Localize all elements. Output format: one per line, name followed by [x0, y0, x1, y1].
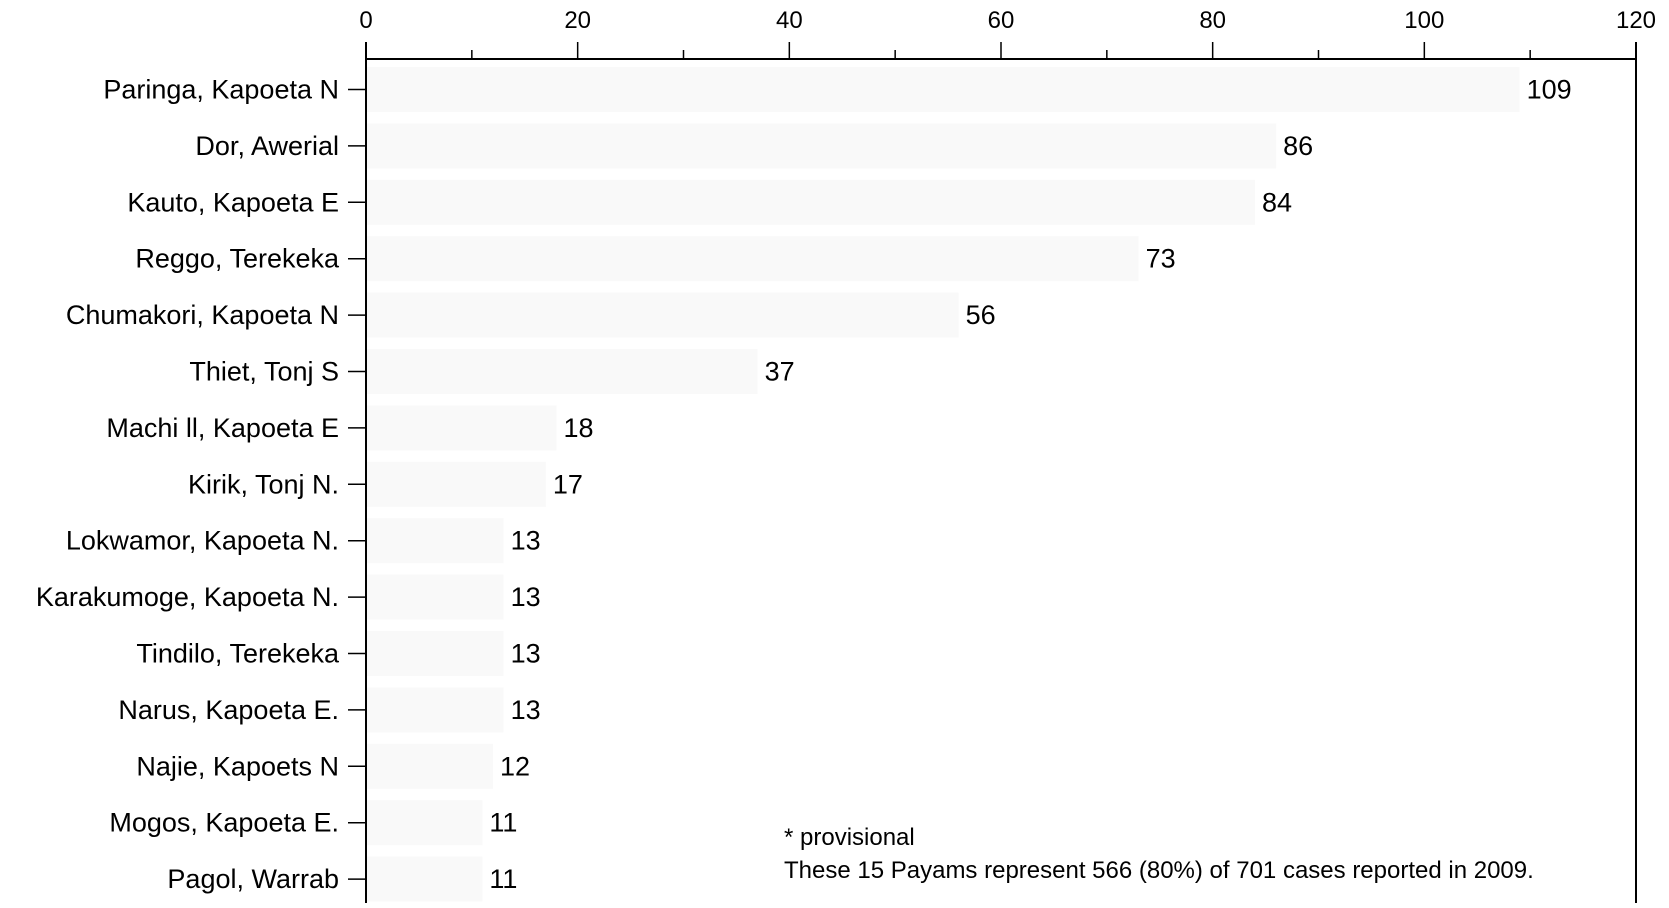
value-label: 11 [489, 808, 517, 838]
bar [366, 574, 504, 620]
bar [366, 743, 493, 789]
bar [366, 856, 483, 902]
category-label: Kirik, Tonj N. [188, 469, 339, 499]
bar [366, 631, 504, 676]
bar [366, 405, 557, 451]
value-label: 18 [564, 413, 594, 443]
category-label: Chumakori, Kapoeta N [66, 300, 339, 330]
axes-group [348, 42, 1637, 903]
value-label: 84 [1262, 187, 1292, 217]
value-label: 86 [1283, 131, 1313, 161]
bar [366, 518, 504, 564]
bars-group [366, 67, 1520, 902]
value-label: 13 [511, 639, 541, 669]
x-tick-label: 80 [1199, 7, 1226, 34]
category-label: Karakumoge, Kapoeta N. [36, 582, 339, 612]
category-label: Thiet, Tonj S [189, 357, 339, 387]
category-label: Mogos, Kapoeta E. [109, 808, 339, 838]
annotation-summary: These 15 Payams represent 566 (80%) of 7… [784, 857, 1534, 884]
bar [366, 123, 1277, 169]
annotation-provisional: * provisional [784, 824, 915, 851]
x-tick-label: 60 [988, 7, 1015, 34]
bar [366, 461, 546, 507]
value-label: 12 [500, 751, 530, 781]
bar [366, 67, 1520, 112]
category-label: Narus, Kapoeta E. [118, 695, 339, 725]
category-label: Tindilo, Terekeka [136, 639, 340, 669]
bar [366, 179, 1255, 225]
value-label: 109 [1527, 75, 1572, 105]
category-label: Kauto, Kapoeta E [127, 187, 339, 217]
value-label: 56 [966, 300, 996, 330]
x-tick-label: 100 [1404, 7, 1444, 34]
value-label: 17 [553, 469, 583, 499]
category-label: Najie, Kapoets N [136, 751, 339, 781]
labels-group: Paringa, Kapoeta N 109 Dor, Awerial 86 Kauto… [36, 7, 1656, 894]
value-label: 11 [489, 864, 517, 894]
bar [366, 687, 504, 733]
category-label: Dor, Awerial [195, 131, 339, 161]
x-tick-label: 0 [359, 7, 372, 34]
bar [366, 236, 1139, 282]
bar [366, 292, 959, 338]
x-tick-label: 40 [776, 7, 803, 34]
category-label: Reggo, Terekeka [135, 244, 340, 274]
x-tick-label: 20 [564, 7, 591, 34]
value-label: 13 [511, 582, 541, 612]
value-label: 13 [511, 695, 541, 725]
category-label: Machi ll, Kapoeta E [106, 413, 339, 443]
value-label: 37 [765, 357, 795, 387]
category-label: Paringa, Kapoeta N [103, 75, 339, 105]
value-label: 13 [511, 526, 541, 556]
value-label: 73 [1146, 244, 1176, 274]
x-tick-label: 120 [1616, 7, 1656, 34]
bar [366, 349, 758, 394]
bar [366, 800, 483, 846]
category-label: Pagol, Warrab [167, 864, 339, 894]
category-label: Lokwamor, Kapoeta N. [66, 526, 339, 556]
